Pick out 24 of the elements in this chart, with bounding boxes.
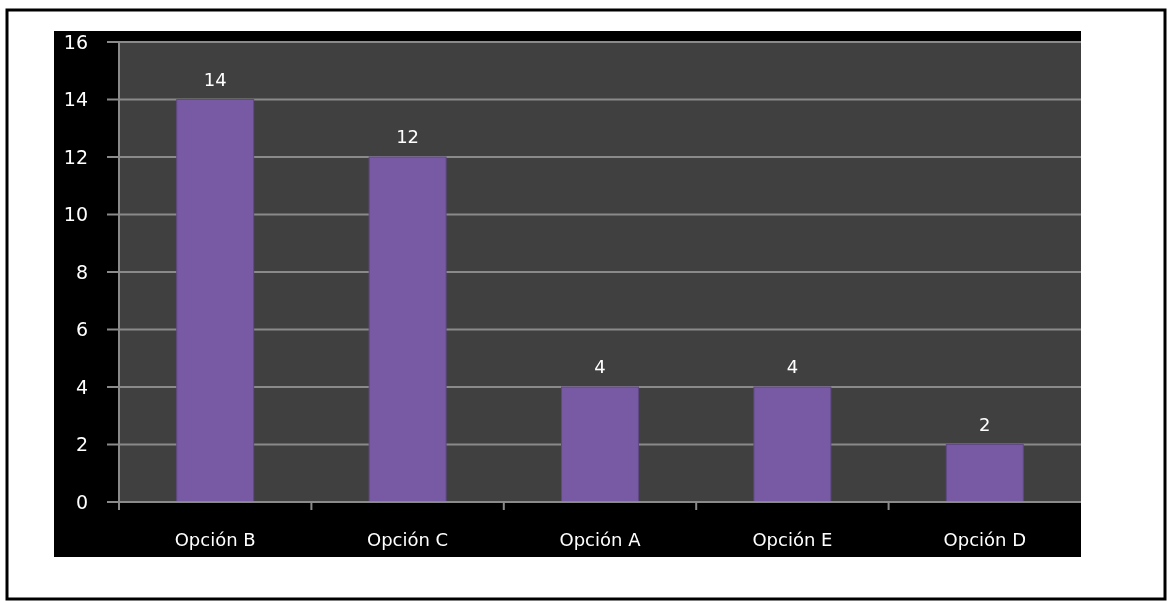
x-tick-label: Opción A [559,529,642,550]
bar [561,386,639,503]
y-tick-label: 16 [63,30,88,53]
data-label: 4 [594,356,606,377]
y-tick-label: 10 [63,203,88,226]
y-tick-label: 6 [75,318,88,341]
bar [945,444,1024,503]
x-tick-label: Opción B [174,529,256,550]
y-tick-label: 14 [63,88,88,111]
x-tick-label: Opción D [943,529,1027,550]
x-tick-label: Opción E [752,529,833,550]
bar [368,156,447,503]
data-label: 12 [396,126,420,147]
data-label: 14 [203,68,227,90]
bar [753,386,832,503]
y-tick-label: 0 [75,490,88,513]
y-tick-label: 4 [75,375,88,398]
x-tick-label: Opción C [367,529,449,550]
y-tick-label: 8 [75,260,88,283]
data-label: 2 [979,413,991,435]
y-tick-label: 2 [75,433,88,456]
y-tick-label: 12 [63,145,88,168]
bar [176,99,255,503]
data-label: 4 [786,356,799,377]
